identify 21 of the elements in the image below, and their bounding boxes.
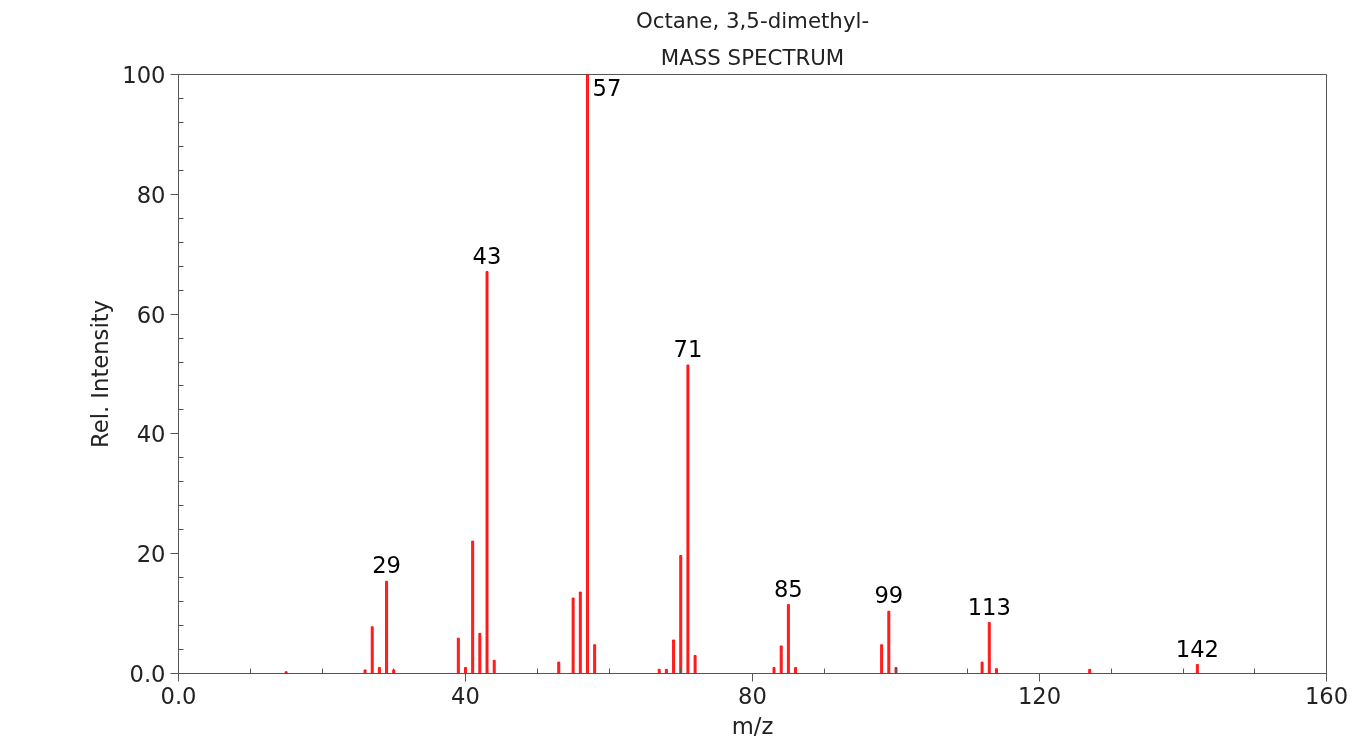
y-tick-label: 60 bbox=[136, 301, 166, 328]
x-axis-title: m/z bbox=[731, 712, 774, 739]
y-tick-label: 20 bbox=[136, 541, 166, 568]
annotation: 99 bbox=[874, 582, 904, 609]
annotation: 142 bbox=[1175, 635, 1219, 662]
x-tick-label: 120 bbox=[1017, 682, 1062, 709]
y-tick-label: 80 bbox=[136, 181, 166, 208]
annotation: 85 bbox=[773, 575, 803, 602]
chart-title: Octane, 3,5-dimethyl- bbox=[635, 7, 870, 33]
x-tick-label: 80 bbox=[738, 682, 767, 709]
chart-subtitle: MASS SPECTRUM bbox=[660, 44, 845, 70]
annotation: 43 bbox=[472, 242, 502, 269]
x-tick-label: 40 bbox=[451, 682, 480, 709]
annotation: 29 bbox=[372, 552, 401, 579]
annotation: 57 bbox=[592, 74, 622, 101]
annotation: 113 bbox=[967, 593, 1011, 620]
x-tick-label: 160 bbox=[1304, 682, 1349, 709]
y-tick-label: 40 bbox=[136, 421, 166, 448]
annotation: 71 bbox=[673, 336, 703, 363]
y-tick-label: 100 bbox=[122, 62, 166, 88]
y-axis-title: Rel. Intensity bbox=[87, 300, 114, 448]
